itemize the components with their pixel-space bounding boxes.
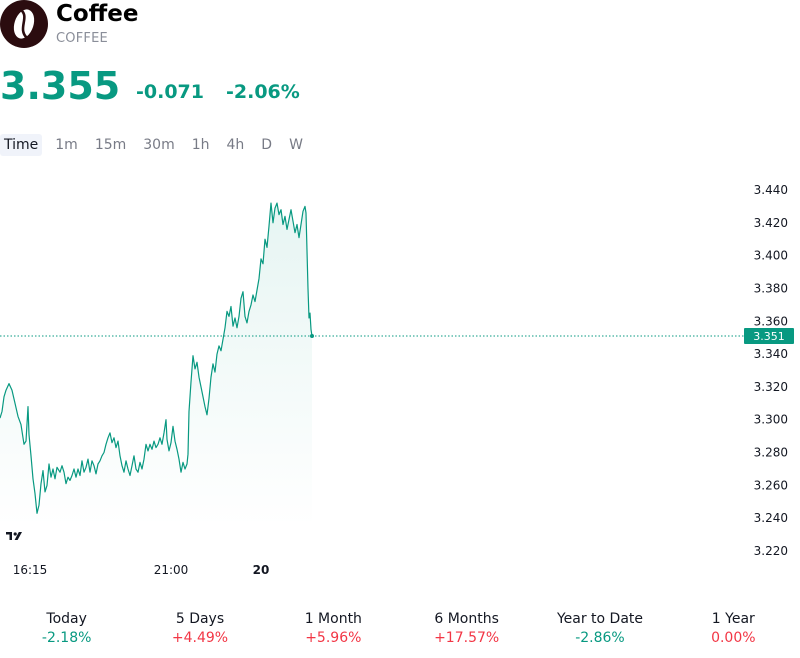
performance-value: -2.18%	[41, 630, 92, 646]
y-axis-tick-label: 3.360	[754, 314, 788, 328]
interval-tabs: Time 1m 15m 30m 1h 4h D W	[0, 132, 320, 157]
last-price-dot	[310, 334, 314, 339]
quote-row: 3.355 -0.071 -2.06%	[0, 64, 500, 110]
y-axis-tick-label: 3.280	[754, 446, 788, 460]
performance-bar: Today -2.18% 5 Days +4.49% 1 Month +5.96…	[0, 610, 800, 650]
performance-label: 6 Months	[434, 611, 499, 627]
interval-tab-time[interactable]: Time	[0, 133, 43, 156]
interval-tab-4h[interactable]: 4h	[226, 136, 245, 153]
y-axis-tick-label: 3.240	[754, 511, 788, 525]
interval-tab-15m[interactable]: 15m	[94, 136, 127, 153]
performance-label: 1 Year	[711, 611, 755, 627]
y-axis-tick-label: 3.320	[754, 380, 788, 394]
price-chart[interactable]: 3.440 3.420 3.400 3.380 3.360 3.340 3.320 3.300…	[0, 0, 800, 590]
performance-value: +5.96%	[305, 630, 362, 646]
y-axis-tick-label: 3.400	[754, 249, 788, 263]
performance-today[interactable]: Today -2.18%	[0, 610, 133, 650]
interval-tab-w[interactable]: W	[289, 136, 303, 153]
interval-tab-1m[interactable]: 1m	[55, 136, 78, 153]
interval-tab-d[interactable]: D	[261, 136, 273, 153]
y-axis-tick-label: 3.300	[754, 413, 788, 427]
performance-1-month[interactable]: 1 Month +5.96%	[267, 610, 400, 650]
performance-6-months[interactable]: 6 Months +17.57%	[400, 610, 533, 650]
interval-tab-1h[interactable]: 1h	[191, 136, 210, 153]
performance-5-days[interactable]: 5 Days +4.49%	[133, 610, 266, 650]
performance-1-year[interactable]: 1 Year 0.00%	[667, 610, 800, 650]
y-axis-tick-label: 3.260	[754, 478, 788, 492]
symbol-header: Coffee COFFEE	[0, 0, 400, 50]
performance-label: Today	[46, 611, 87, 627]
y-axis-tick-label: 3.440	[754, 183, 788, 197]
y-axis-tick-label: 3.380	[754, 281, 788, 295]
symbol-ticker: COFFEE	[56, 31, 108, 46]
x-axis-tick-label: 20	[253, 563, 270, 577]
price-change-percent: -2.06%	[226, 81, 300, 103]
performance-value: -2.86%	[575, 630, 625, 646]
performance-value: +4.49%	[171, 630, 229, 646]
performance-year-to-date[interactable]: Year to Date -2.86%	[533, 610, 666, 650]
performance-value: 0.00%	[711, 630, 756, 646]
y-axis-tick-label: 3.340	[754, 347, 788, 361]
price-series-line	[0, 202, 313, 514]
y-axis-tick-label: 3.220	[754, 544, 788, 558]
last-price-badge	[744, 328, 794, 345]
price-area-fill	[0, 203, 312, 528]
performance-label: 1 Month	[304, 611, 362, 627]
symbol-title: Coffee	[56, 1, 139, 27]
performance-label: 5 Days	[175, 611, 225, 627]
last-price-badge-label: 3.351	[753, 330, 785, 343]
interval-tab-30m[interactable]: 30m	[143, 136, 175, 153]
price-change: -0.071	[136, 81, 204, 103]
x-axis-tick-label: 16:15	[13, 563, 48, 577]
x-axis-tick-label: 21:00	[154, 563, 189, 577]
coffee-bean-icon	[0, 0, 48, 48]
y-axis-tick-label: 3.420	[754, 216, 788, 230]
tradingview-logo-icon[interactable]	[0, 523, 28, 549]
last-price: 3.355	[0, 64, 121, 108]
performance-value: +17.57%	[434, 630, 500, 646]
performance-label: Year to Date	[556, 611, 643, 627]
